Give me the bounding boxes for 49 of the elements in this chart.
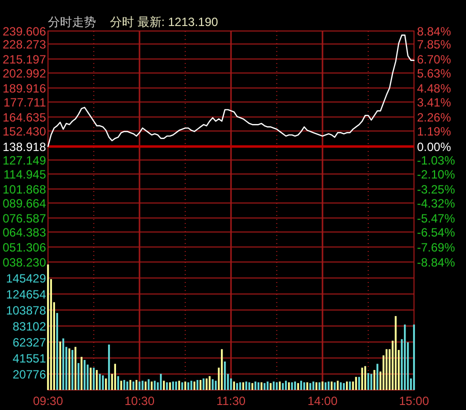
y-tick-label: 076.587 [2,212,46,226]
y-tick-label: 41551 [12,352,46,366]
y-tick-label: 164.635 [2,110,46,124]
y-tick-label: 114.945 [4,168,46,182]
y-tick-label: 101.868 [2,182,46,196]
y2-tick-label: 5.63% [417,66,452,80]
y2-tick-label: -5.47% [417,211,456,226]
x-tick-label: 09:30 [32,394,64,408]
y2-tick-label: -2.10% [417,167,456,182]
x-tick-label: 11:30 [216,394,246,408]
y-tick-label: 215.197 [2,52,46,66]
y2-tick-label: 7.85% [417,37,452,52]
line-series [47,34,415,148]
y-tick-label: 239.606 [2,24,46,38]
x-tick-label: 10:30 [124,394,155,408]
y-tick-label: 145429 [6,272,46,286]
y2-tick-label: -4.32% [417,196,456,210]
y2-tick-label: -1.03% [417,153,456,168]
y-tick-label: 038.230 [2,256,46,270]
y-tick-label: 051.306 [2,240,46,254]
y-tick-label: 152.430 [2,124,46,138]
y2-tick-label: -6.54% [417,225,456,240]
x-tick-label: 14:00 [307,394,338,408]
y2-tick-label: -7.69% [417,240,456,254]
y2-tick-label: 6.70% [417,52,452,66]
y2-tick-label: 8.84% [417,24,452,38]
y2-tick-label: 3.41% [417,95,452,110]
y-tick-label: 103878 [6,304,46,318]
chart-title: 分时走势 [48,15,96,29]
x-tick-label: 15:00 [398,394,430,408]
y2-tick-label: 2.26% [417,110,452,124]
y-tick-label: 089.664 [2,196,46,210]
y2-tick-label: -3.25% [417,182,456,196]
y-tick-label: 124654 [6,288,46,302]
y2-tick-label: 4.48% [417,81,452,96]
y-tick-label: 127.149 [2,154,46,168]
y-tick-label: 62327 [12,336,46,350]
y-tick-label: 189.916 [2,82,46,96]
chart-subtitle: 分时 最新: 1213.190 [110,15,218,29]
y-tick-label: 064.383 [2,226,46,240]
y2-tick-label: -8.84% [417,256,456,270]
y-tick-label: 83102 [12,320,46,334]
y-tick-label: 202.992 [2,66,46,80]
y-tick-label: 138.918 [2,140,46,154]
y-tick-label: 228.273 [2,38,46,52]
y-tick-label: 20776 [12,368,46,382]
y2-tick-label: 0.00% [417,140,452,154]
y2-tick-label: 1.19% [417,124,452,138]
y-tick-label: 177.711 [4,96,46,110]
